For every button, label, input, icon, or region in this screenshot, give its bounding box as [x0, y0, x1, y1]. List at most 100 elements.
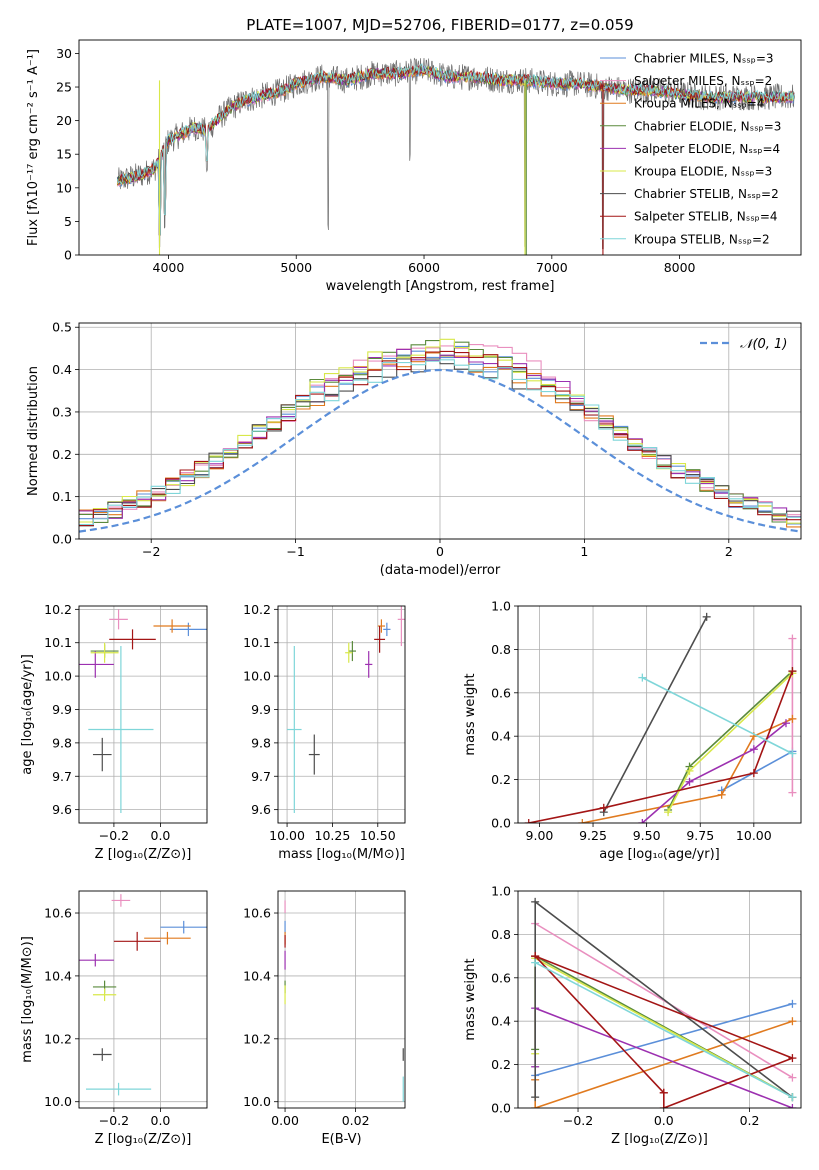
- y-tick-label: 10: [56, 180, 72, 195]
- series-line-salpeter_elodie: [641, 722, 787, 823]
- age_vs_Z-frame: [78, 605, 208, 824]
- y-tick-label: 9.9: [251, 702, 271, 717]
- errorbar-salpeter_miles: [111, 894, 131, 907]
- errorbar-kroupa_stelib: [88, 646, 154, 813]
- y-tick-label: 0.6: [491, 970, 511, 985]
- age_vs_Z-points: [79, 609, 207, 813]
- spectrum-ylabel: Flux [fλ10⁻¹⁷ erg cm⁻² s⁻¹ A⁻¹]: [26, 49, 41, 246]
- legend-label-salpeter_miles: Salpeter MILES, Nₛₛₚ=2: [634, 74, 772, 88]
- y-tick-label: 0.8: [491, 927, 511, 942]
- series-point-kroupa_stelib: [788, 749, 797, 758]
- errorbar-chabrier_miles: [169, 622, 207, 637]
- weight_vs_age-axes: 9.00 9.25 9.50 9.75 10.00 0.0 0.2 0.4 0.6 0.8 1.0 a…: [463, 599, 801, 862]
- weight_vs_Z-xlabel: Z [log₁₀(Z/Z⊙)]: [611, 1132, 708, 1147]
- y-tick-label: 0.4: [52, 362, 72, 377]
- x-tick-label: −0.2: [99, 1113, 129, 1128]
- x-tick-label: 1: [580, 544, 588, 559]
- series-line-chabrier_miles: [721, 750, 793, 792]
- residuals-legend: 𝒩(0, 1): [700, 337, 787, 352]
- x-tick-label: −2: [142, 544, 160, 559]
- series-point-salpeter_stelib: [749, 769, 758, 778]
- series-line-kroupa_elodie: [667, 672, 793, 813]
- series-point-salpeter_elodie: [685, 777, 694, 786]
- errorbar-kroupa_miles: [153, 619, 191, 633]
- mass_vs_ebv-points: [284, 900, 404, 1102]
- y-tick-label: 0.6: [491, 685, 511, 700]
- spectrum-axes: 4000 5000 6000 7000 8000 0 5 10 15 20 25 30 waveleng…: [26, 46, 696, 294]
- age_vs_Z-xlabel: Z [log₁₀(Z/Z⊙)]: [95, 847, 192, 862]
- x-tick-label: 7000: [536, 260, 568, 275]
- errorbar-kroupa_elodie: [345, 642, 353, 663]
- series-point-chabrier_stelib: [702, 612, 711, 621]
- series-point-kroupa_elodie: [664, 808, 673, 817]
- legend-label-chabrier_miles: Chabrier MILES, Nₛₛₚ=3: [634, 52, 774, 66]
- series-point-salpeter_elodie: [749, 745, 758, 754]
- legend-label-kroupa_miles: Kroupa MILES, Nₛₛₚ=4: [634, 97, 764, 111]
- series-point-salpeter_stelib: [659, 1088, 668, 1097]
- x-tick-label: −1: [286, 544, 304, 559]
- y-tick-label: 10.1: [44, 635, 72, 650]
- y-tick-label: 0: [64, 248, 72, 263]
- legend-label-salpeter_elodie: Salpeter ELODIE, Nₛₛₚ=4: [634, 142, 780, 156]
- x-tick-label: 0.00: [271, 1113, 299, 1128]
- weight_vs_age-series: [524, 612, 797, 823]
- y-tick-label: 0.2: [52, 447, 72, 462]
- errorbar-salpeter_elodie: [79, 953, 114, 967]
- errorbar-chabrier_elodie: [348, 641, 357, 662]
- y-tick-label: 0.8: [491, 642, 511, 657]
- age_vs_mass-axes: 10.00 10.25 10.50 9.6 9.7 9.8 9.9 10.0 10.1 10.2 m…: [243, 602, 405, 862]
- x-tick-label: −0.2: [563, 1113, 593, 1128]
- histograms: [79, 338, 801, 533]
- weight_vs_age-xlabel: age [log₁₀(age/yr)]: [599, 847, 720, 862]
- x-tick-label: 10.00: [736, 828, 772, 843]
- mass_vs_ebv-xlabel: E(B-V): [321, 1132, 361, 1147]
- spectrum-lines: [116, 57, 795, 255]
- errorbar-kroupa_elodie: [92, 988, 117, 1002]
- mass_vs_ebv-axes: 0.00 0.02 10.0 10.2 10.4 10.6 E(B-V): [243, 891, 405, 1147]
- x-tick-label: 5000: [280, 260, 312, 275]
- y-tick-label: 0.0: [52, 532, 72, 547]
- y-tick-label: 20: [56, 113, 72, 128]
- x-tick-label: 9.25: [579, 828, 607, 843]
- x-tick-label: 9.50: [633, 828, 661, 843]
- series-point-salpeter_elodie: [638, 819, 647, 823]
- legend-label-salpeter_stelib: Salpeter STELIB, Nₛₛₚ=4: [634, 210, 778, 224]
- y-tick-label: 10.0: [243, 669, 271, 684]
- weight_vs_age-frame: [517, 605, 802, 824]
- residuals-axes: −2 −1 0 1 2 0.0 0.1 0.2 0.3 0.4 0.5 (data-model)/er…: [26, 320, 801, 578]
- series-point-kroupa_miles: [717, 790, 726, 799]
- y-tick-label: 9.7: [251, 769, 271, 784]
- errorbar-chabrier_stelib: [92, 737, 112, 772]
- series-point-kroupa_miles: [531, 1104, 540, 1108]
- y-tick-label: 1.0: [491, 884, 511, 899]
- errorbar-salpeter_miles: [109, 609, 128, 630]
- legend-label-chabrier_stelib: Chabrier STELIB, Nₛₛₚ=2: [634, 187, 779, 201]
- series-point-chabrier_stelib: [531, 1093, 540, 1102]
- y-tick-label: 15: [56, 147, 72, 162]
- x-tick-label: 10.25: [315, 828, 351, 843]
- series-point-salpeter_stelib: [788, 1054, 797, 1063]
- series-point-salpeter_stelib: [599, 803, 608, 812]
- weight_vs_Z-frame: [517, 890, 802, 1109]
- series-point-salpeter_miles: [788, 788, 797, 797]
- spectrum-legend: Chabrier MILES, Nₛₛₚ=3 Salpeter MILES, Nₛ…: [600, 52, 781, 246]
- series-point-kroupa_elodie: [685, 766, 694, 775]
- weight_vs_Z-ylabel: mass weight: [463, 958, 478, 1040]
- y-tick-label: 0.5: [52, 320, 72, 335]
- errorbar-chabrier_miles: [160, 920, 207, 934]
- errorbar-kroupa_elodie: [90, 642, 119, 663]
- series-point-kroupa_miles: [578, 819, 587, 823]
- normal-curve: [79, 368, 801, 533]
- series-point-chabrier_stelib: [531, 897, 540, 906]
- legend-label-kroupa_stelib: Kroupa STELIB, Nₛₛₚ=2: [634, 232, 770, 246]
- series-point-kroupa_stelib: [531, 958, 540, 967]
- residuals-frame: [78, 322, 802, 540]
- y-tick-label: 1.0: [491, 599, 511, 614]
- errorbar-kroupa_miles: [144, 931, 191, 945]
- y-tick-label: 10.2: [44, 602, 72, 617]
- weight_vs_age-ylabel: mass weight: [463, 673, 478, 755]
- y-tick-label: 9.6: [52, 802, 72, 817]
- y-tick-label: 10.0: [44, 1094, 72, 1109]
- y-tick-label: 25: [56, 80, 72, 95]
